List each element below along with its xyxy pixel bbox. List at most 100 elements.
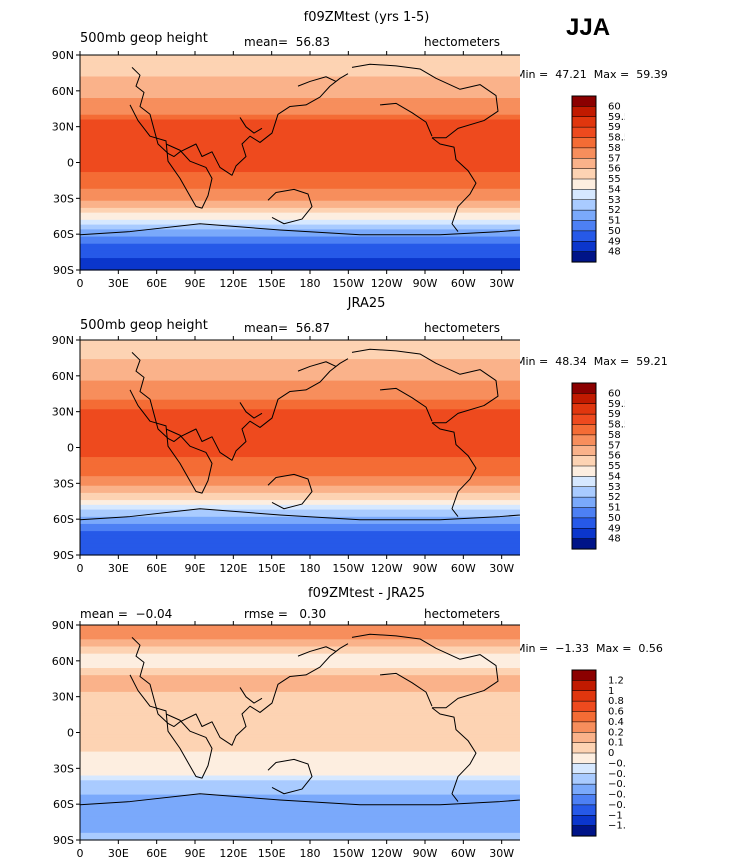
field-band — [80, 435, 520, 439]
field-band — [80, 727, 520, 731]
field-band — [80, 770, 520, 774]
lat-tick-label: 90S — [53, 264, 74, 277]
field-band — [80, 708, 520, 712]
panel-2-units-label: hectometers — [424, 321, 500, 335]
field-band — [80, 820, 520, 824]
field-band — [80, 207, 520, 211]
field-band — [80, 152, 520, 156]
field-band — [80, 497, 520, 501]
field-band — [80, 222, 520, 226]
field-band — [80, 119, 520, 123]
lon-tick-label: 180 — [300, 847, 321, 860]
field-band — [80, 380, 520, 384]
panel-3-colorbar: 1.210.80.60.40.20.10−0.1−0.2−0.4−0.6−0.8… — [571, 669, 625, 837]
coastlines — [79, 348, 520, 521]
lon-tick-label: 150E — [258, 847, 286, 860]
field-band — [80, 265, 520, 269]
panel-3-units-label: hectometers — [424, 607, 500, 621]
colorbar-swatch — [571, 669, 597, 681]
field-band — [80, 478, 520, 482]
colorbar-level-label: 52 — [608, 492, 621, 503]
field-band — [80, 442, 520, 446]
field-band — [80, 234, 520, 238]
colorbar-level-label: −1.2 — [608, 821, 625, 832]
colorbar-swatch — [571, 690, 597, 702]
field-band — [80, 253, 520, 257]
field-band — [80, 102, 520, 106]
field-band — [80, 813, 520, 817]
field-band — [80, 243, 520, 247]
field-band — [80, 210, 520, 214]
field-band — [80, 157, 520, 161]
colorbar-swatch — [571, 445, 597, 457]
lat-tick-label: 30N — [52, 121, 74, 134]
colorbar-swatch — [571, 147, 597, 159]
lon-tick-label: 30W — [489, 277, 514, 290]
field-band — [80, 258, 520, 262]
colorbar-swatch — [571, 116, 597, 128]
lat-tick-label: 90N — [52, 620, 74, 632]
field-band — [80, 124, 520, 128]
field-band — [80, 385, 520, 389]
field-band — [80, 837, 520, 841]
field-band — [80, 512, 520, 515]
colorbar-level-label: 1.2 — [608, 675, 624, 686]
field-band — [80, 454, 520, 458]
lat-tick-label: 60S — [53, 228, 74, 241]
lon-tick-label: 150W — [332, 562, 364, 575]
field-band — [80, 409, 520, 413]
field-band — [80, 469, 520, 472]
field-band — [80, 88, 520, 92]
field-band — [80, 179, 520, 183]
field-band — [80, 725, 520, 729]
field-band — [80, 533, 520, 537]
field-band — [80, 176, 520, 180]
field-band — [80, 656, 520, 660]
colorbar-level-label: 58 — [608, 430, 621, 441]
field-band — [80, 181, 520, 185]
colorbar-swatch — [571, 209, 597, 222]
colorbar-swatch — [571, 126, 597, 139]
colorbar-swatch — [571, 815, 597, 827]
field-band — [80, 354, 520, 358]
field-band — [80, 342, 520, 346]
field-band — [80, 169, 520, 173]
colorbar-level-label: 0.8 — [608, 696, 624, 707]
field-band — [80, 191, 520, 195]
field-band — [80, 658, 520, 662]
field-band — [80, 447, 520, 451]
field-band — [80, 356, 520, 360]
lat-tick-label: 90S — [53, 834, 74, 847]
lat-tick-label: 0 — [67, 442, 74, 455]
lon-tick-label: 60W — [451, 277, 476, 290]
field-band — [80, 397, 520, 401]
field-band — [80, 100, 520, 104]
colorbar-level-label: 0.2 — [608, 727, 624, 738]
field-band — [80, 504, 520, 508]
colorbar-level-label: 59.5 — [608, 112, 625, 123]
field-band — [80, 59, 520, 63]
field-band — [80, 540, 520, 544]
field-band — [80, 241, 520, 245]
field-band — [80, 488, 520, 492]
field-band — [80, 715, 520, 719]
colorbar-swatch — [571, 106, 597, 118]
colorbar-level-label: −0.1 — [608, 758, 625, 769]
panel-2-title: JRA25 — [347, 296, 386, 311]
field-band — [80, 523, 520, 527]
colorbar-level-label: 54 — [608, 184, 621, 195]
field-band — [80, 193, 520, 197]
colorbar-swatch — [571, 189, 597, 201]
field-band — [80, 531, 520, 535]
field-band — [80, 789, 520, 793]
field-band — [80, 634, 520, 638]
colorbar-swatch — [571, 382, 597, 394]
field-band — [80, 668, 520, 671]
field-band — [80, 64, 520, 68]
field-band — [80, 792, 520, 796]
field-band — [80, 55, 520, 58]
field-band — [80, 528, 520, 532]
colorbar-level-label: 58.5 — [608, 420, 625, 431]
colorbar-level-label: 51 — [608, 503, 621, 514]
